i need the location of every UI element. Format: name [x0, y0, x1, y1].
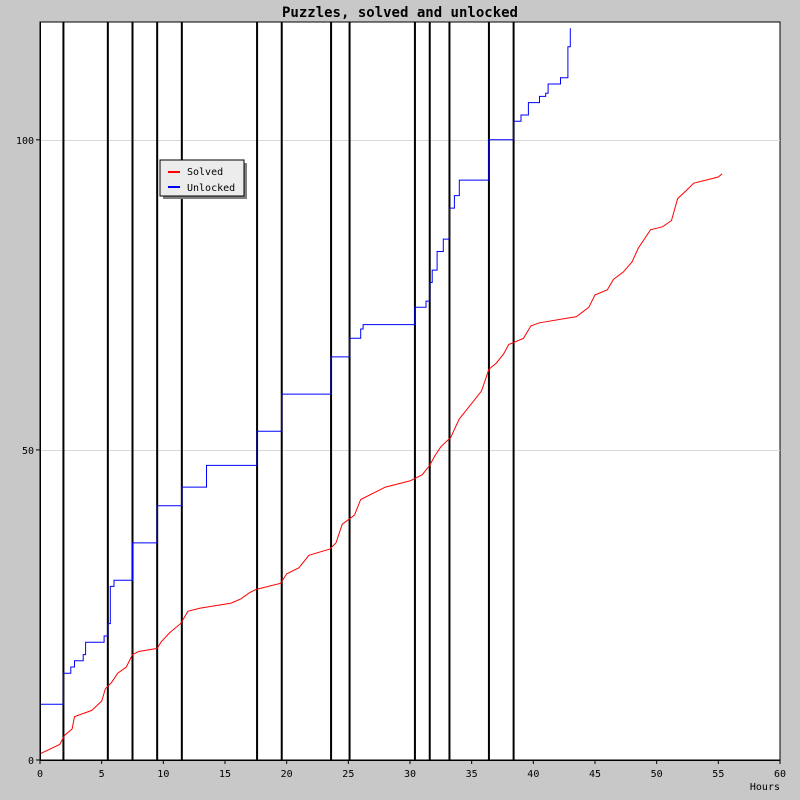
y-tick-label: 100 — [16, 136, 34, 147]
legend-box — [159, 159, 245, 197]
x-tick-label: 20 — [281, 769, 293, 780]
x-tick-label: 5 — [99, 769, 105, 780]
plot-area — [39, 21, 781, 761]
x-tick-label: 40 — [527, 769, 539, 780]
x-tick-label: 30 — [404, 769, 416, 780]
x-tick-label: 45 — [589, 769, 601, 780]
x-tick-label: 0 — [37, 769, 43, 780]
x-tick-label: 35 — [466, 769, 478, 780]
grid — [40, 140, 780, 451]
axes: 0 5 10 15 20 25 30 35 40 45 50 55 60 0 50 100 — [16, 22, 786, 780]
x-tick-label: 50 — [651, 769, 663, 780]
series-lines — [39, 28, 723, 755]
chart-title: Puzzles, solved and unlocked — [282, 5, 518, 21]
legend-label-unlocked: Unlocked — [187, 183, 235, 194]
series-line-solved — [39, 173, 723, 755]
x-axis-label: Hours — [750, 782, 780, 793]
x-tick-label: 25 — [342, 769, 354, 780]
y-tick-label: 0 — [28, 756, 34, 767]
legend: Solved Unlocked — [159, 159, 247, 199]
x-tick-label: 55 — [712, 769, 724, 780]
x-tick-label: 15 — [219, 769, 231, 780]
series-line-unlocked — [40, 28, 571, 705]
x-tick-label: 60 — [774, 769, 786, 780]
y-tick-label: 50 — [22, 446, 34, 457]
x-tick-label: 10 — [157, 769, 169, 780]
legend-label-solved: Solved — [187, 167, 223, 178]
